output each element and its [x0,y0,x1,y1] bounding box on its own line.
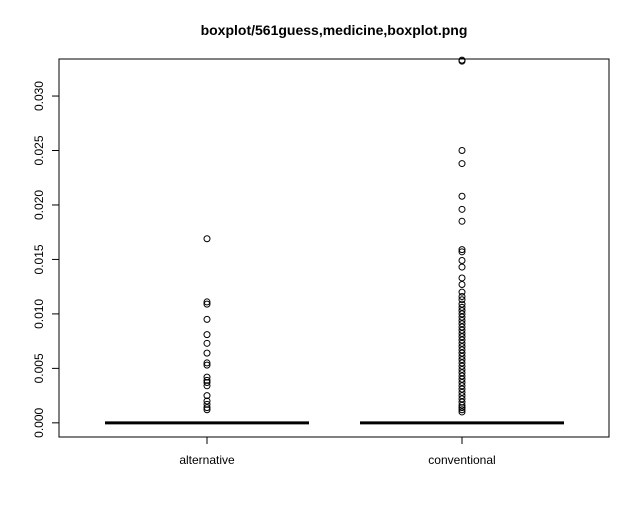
outlier-point [203,406,211,414]
outlier-point [458,362,466,370]
plot-frame [58,58,610,438]
outlier-point [203,361,211,369]
outlier-point [458,330,466,338]
outlier-point [203,400,211,408]
chart-title: boxplot/561guess,medicine,boxplot.png [201,22,468,38]
outlier-point [458,359,466,367]
outlier-point [203,339,211,347]
outlier-point [458,404,466,412]
outliers [203,56,466,416]
outlier-point [458,288,466,296]
outlier-point [203,298,211,306]
outlier-point [458,352,466,360]
outlier-point [458,274,466,282]
outlier-point [458,343,466,351]
outlier-point [458,375,466,383]
outlier-point [458,346,466,354]
outlier-point [458,372,466,380]
y-tick-label: 0.010 [32,299,46,329]
outlier-point [458,263,466,271]
outlier-point [203,373,211,381]
outlier-point [458,369,466,377]
outlier-point [458,300,466,308]
outlier-point [203,392,211,400]
x-tick-label: conventional [428,453,495,467]
outlier-point [203,379,211,387]
y-tick-label: 0.015 [32,244,46,274]
outlier-point [458,192,466,200]
outlier-point [458,316,466,324]
outlier-point [203,404,211,412]
outlier-point [458,336,466,344]
outlier-point [458,406,466,414]
outlier-point [458,382,466,390]
y-tick-label: 0.030 [32,81,46,111]
outlier-point [458,303,466,311]
outlier-point [203,376,211,384]
outlier-point [203,300,211,308]
outlier-point [203,397,211,405]
outlier-point [458,205,466,213]
y-tick-label: 0.005 [32,353,46,383]
outlier-point [458,246,466,254]
outlier-point [458,296,466,304]
outlier-point [458,160,466,168]
outlier-point [203,359,211,367]
outlier-point [458,356,466,364]
y-axis: 0.000 0.005 0.010 0.015 0.020 0.025 0.030 [32,81,60,438]
outlier-point [458,280,466,288]
outlier-point [458,313,466,321]
outlier-point [458,217,466,225]
outlier-point [458,307,466,315]
outlier-point [458,379,466,387]
outlier-point [458,339,466,347]
outlier-point [458,292,466,300]
outlier-point [458,257,466,265]
outlier-point [458,310,466,318]
outlier-point [458,401,466,409]
outlier-point [203,315,211,323]
outlier-point [458,320,466,328]
outlier-point [458,248,466,256]
outlier-point [458,395,466,403]
outlier-point [458,408,466,416]
outlier-point [458,326,466,334]
outlier-point [458,333,466,341]
outlier-point [458,147,466,155]
outlier-point [458,392,466,400]
outlier-point [458,365,466,373]
outlier-point [458,398,466,406]
outlier-point [458,388,466,396]
y-tick-label: 0.000 [32,407,46,437]
outlier-point [203,382,211,390]
outlier-point [458,57,466,65]
y-tick-label: 0.025 [32,135,46,165]
outlier-point [458,385,466,393]
outlier-point [203,235,211,243]
outlier-point [203,331,211,339]
x-tick-label: alternative [179,453,235,467]
outlier-point [458,323,466,331]
outlier-point [458,349,466,357]
outlier-point [203,349,211,357]
x-axis: alternative conventional [179,437,496,467]
y-tick-label: 0.020 [32,190,46,220]
